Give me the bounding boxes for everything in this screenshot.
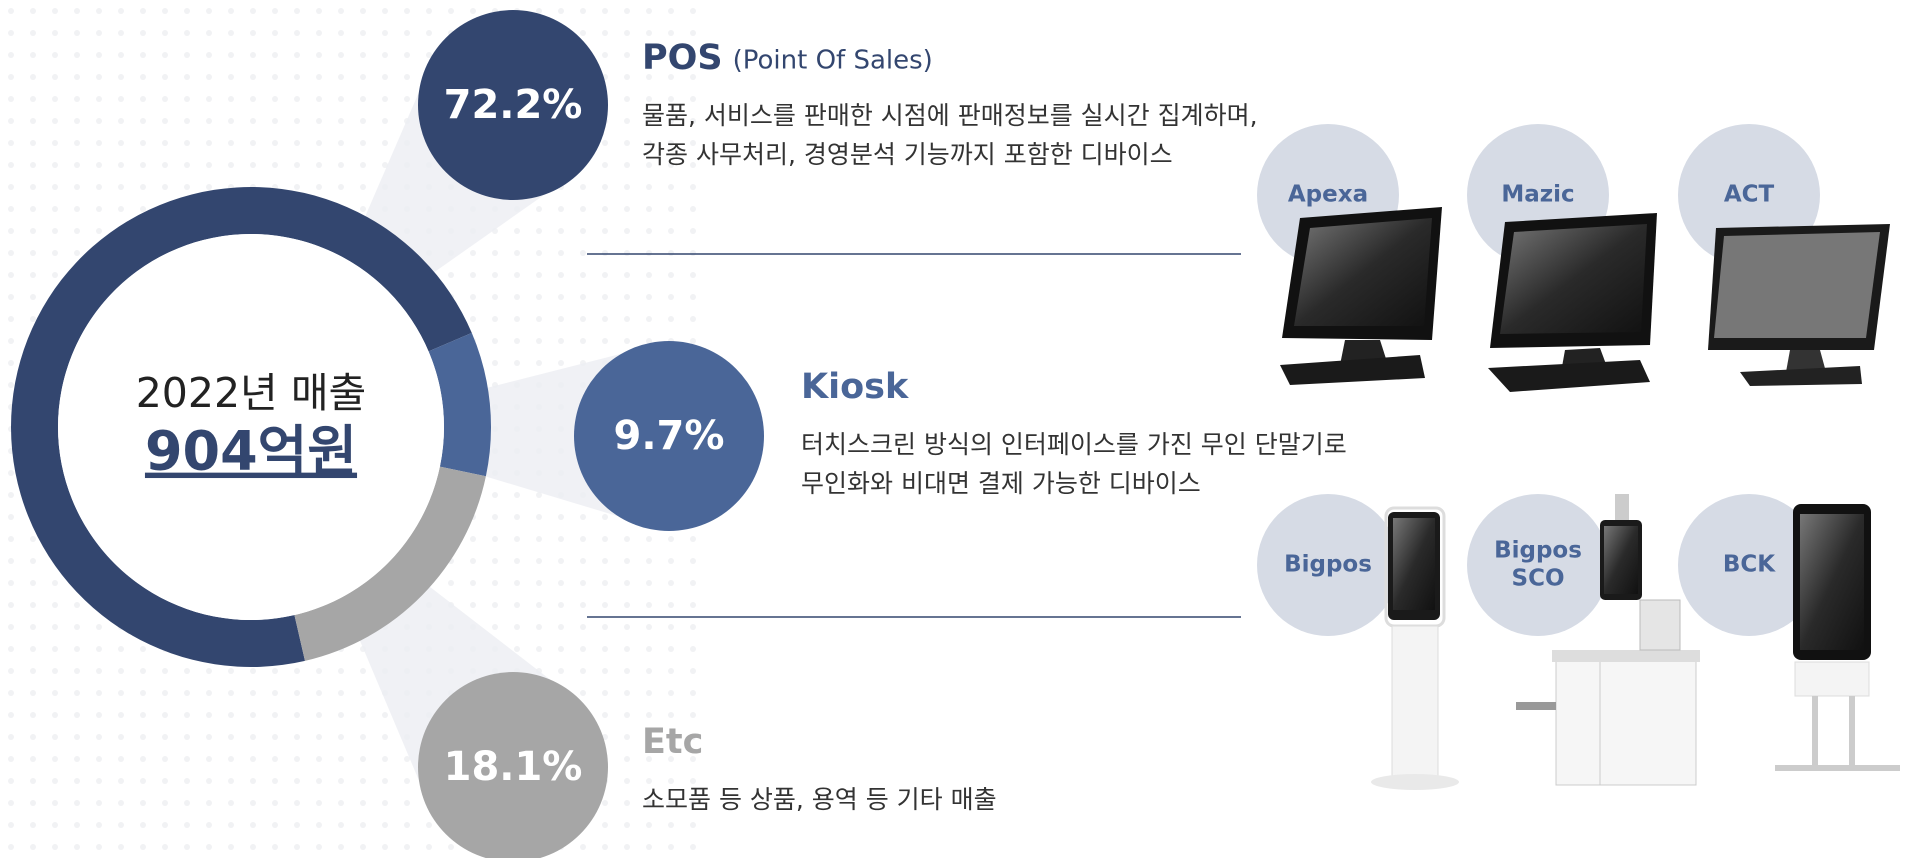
description-line: 무인화와 비대면 결제 가능한 디바이스 — [801, 469, 1201, 498]
value-label: 18.1% — [444, 744, 583, 790]
center-label: 2022년 매출 — [136, 369, 367, 417]
page: 2022년 매출 904억원 72.2% POS (Point Of Sales) 물… — [0, 0, 1914, 858]
description-line: 터치스크린 방식의 인터페이스를 가진 무인 단말기로 — [801, 430, 1347, 459]
kiosk-bck — [1775, 504, 1900, 768]
product-label: BCK — [1723, 552, 1776, 578]
pos-monitor — [1488, 213, 1657, 392]
category-title: POS — [642, 38, 723, 78]
description-line: 소모품 등 상품, 용역 등 기타 매출 — [642, 785, 997, 814]
product-label: Mazic — [1501, 182, 1574, 208]
product-label: Bigpos — [1494, 538, 1582, 564]
product-label: SCO — [1512, 566, 1565, 592]
pos-monitor — [1280, 207, 1442, 385]
product-label: Bigpos — [1284, 552, 1372, 578]
category-subtitle: (Point Of Sales) — [733, 46, 933, 76]
description-line: 물품, 서비스를 판매한 시점에 판매정보를 실시간 집계하며, — [642, 101, 1258, 130]
category-title: Etc — [642, 722, 703, 762]
category-title: Kiosk — [801, 367, 909, 407]
pos-monitor — [1708, 224, 1890, 386]
chart: 2022년 매출 904억원 72.2% POS (Point Of Sales) 물… — [0, 0, 1914, 858]
value-label: 72.2% — [444, 82, 583, 128]
product-label: Apexa — [1288, 182, 1368, 208]
device-illustrations — [1280, 207, 1900, 790]
description-line: 각종 사무처리, 경영분석 기능까지 포함한 디바이스 — [642, 140, 1173, 169]
value-label: 9.7% — [614, 413, 725, 459]
center-value: 904억원 — [145, 420, 357, 483]
product-label: ACT — [1724, 182, 1775, 208]
